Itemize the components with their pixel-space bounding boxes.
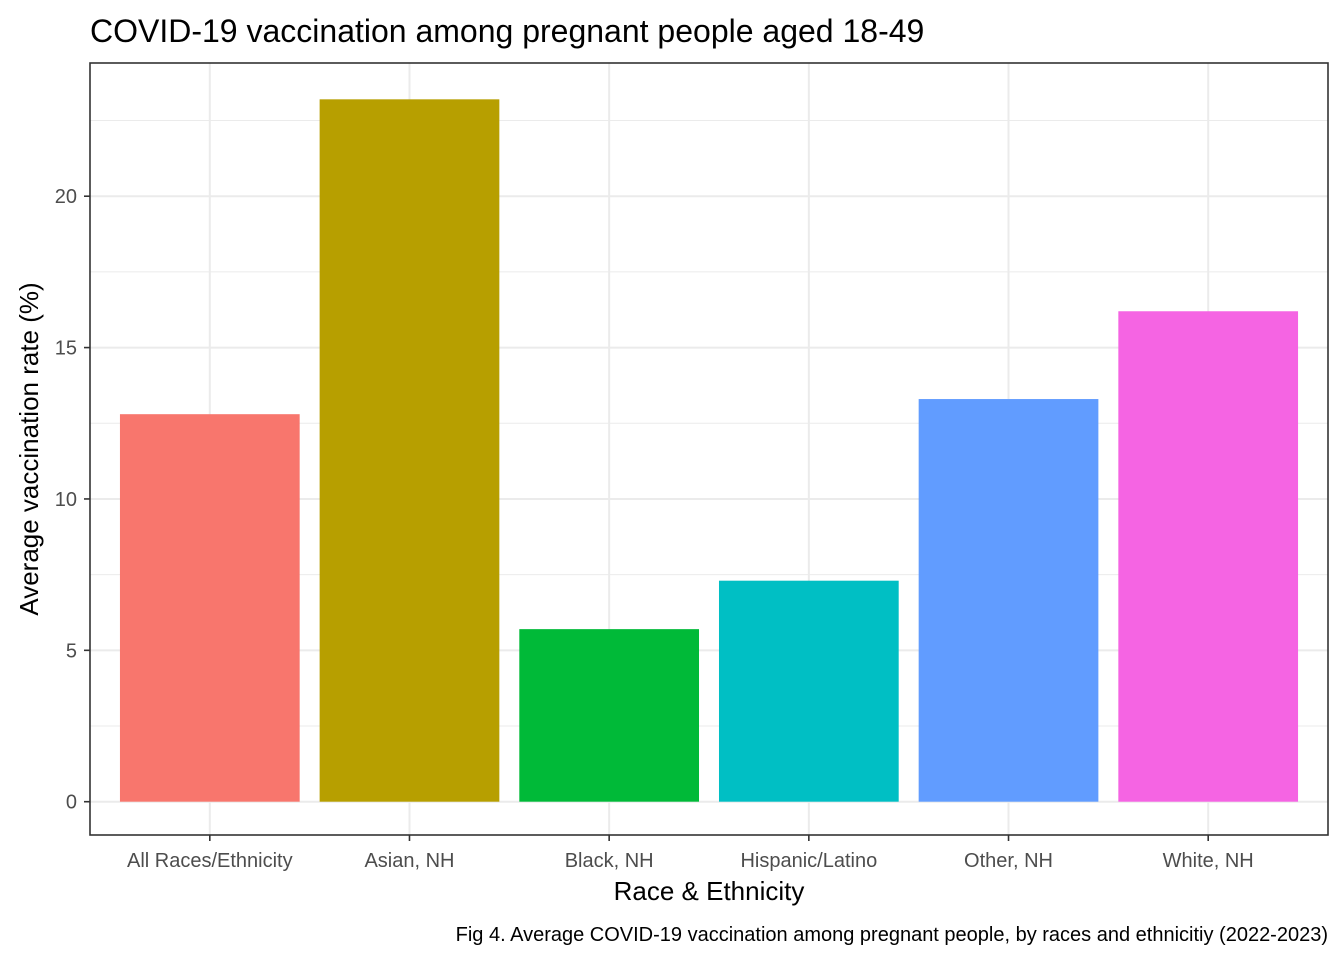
- y-axis-title: Average vaccination rate (%): [14, 282, 44, 615]
- y-tick-label: 20: [55, 186, 77, 208]
- y-tick-label: 5: [66, 640, 77, 662]
- bars: [119, 99, 1299, 802]
- x-axis-ticks: All Races/Ethnicity Asian, NH Black, NH His…: [127, 835, 1254, 872]
- bar-asian-nh: [319, 99, 500, 802]
- bar-hispanic-latino: [718, 580, 899, 802]
- y-tick-label: 0: [66, 792, 77, 814]
- x-tick-label: Black, NH: [565, 850, 654, 872]
- x-tick-label: All Races/Ethnicity: [127, 850, 293, 872]
- y-tick-label: 15: [55, 338, 77, 360]
- y-axis-ticks: 0 5 10 15 20: [55, 186, 90, 814]
- chart-title: COVID-19 vaccination among pregnant peop…: [90, 13, 924, 49]
- x-tick-label: Other, NH: [964, 850, 1053, 872]
- bar-other-nh: [918, 399, 1099, 802]
- plot-panel-border: [89, 62, 1329, 836]
- bar-black-nh: [519, 629, 700, 802]
- bar-white-nh: [1118, 311, 1299, 802]
- x-axis-title: Race & Ethnicity: [614, 876, 805, 906]
- y-tick-label: 10: [55, 489, 77, 511]
- x-tick-label: Asian, NH: [364, 850, 454, 872]
- x-tick-label: Hispanic/Latino: [740, 850, 877, 872]
- x-tick-label: White, NH: [1163, 850, 1254, 872]
- bar-all-races-ethnicity: [119, 414, 300, 802]
- figure-caption: Fig 4. Average COVID-19 vaccination amon…: [456, 924, 1328, 946]
